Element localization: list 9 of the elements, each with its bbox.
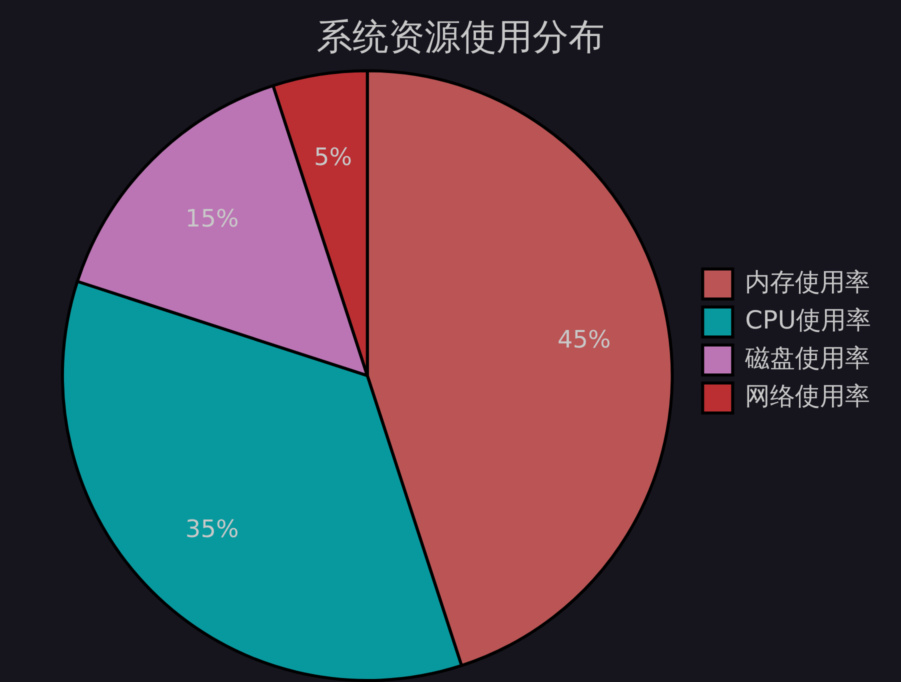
legend-label: 网络使用率 xyxy=(745,382,870,410)
chart-title: 系统资源使用分布 xyxy=(316,16,604,58)
data-label: 5% xyxy=(314,143,352,172)
data-label: 15% xyxy=(185,204,239,233)
data-label: 35% xyxy=(185,515,239,544)
legend-label: 磁盘使用率 xyxy=(744,344,870,372)
legend-label: CPU使用率 xyxy=(745,306,872,334)
data-label: 45% xyxy=(557,325,611,354)
legend-label: 内存使用率 xyxy=(745,268,870,296)
